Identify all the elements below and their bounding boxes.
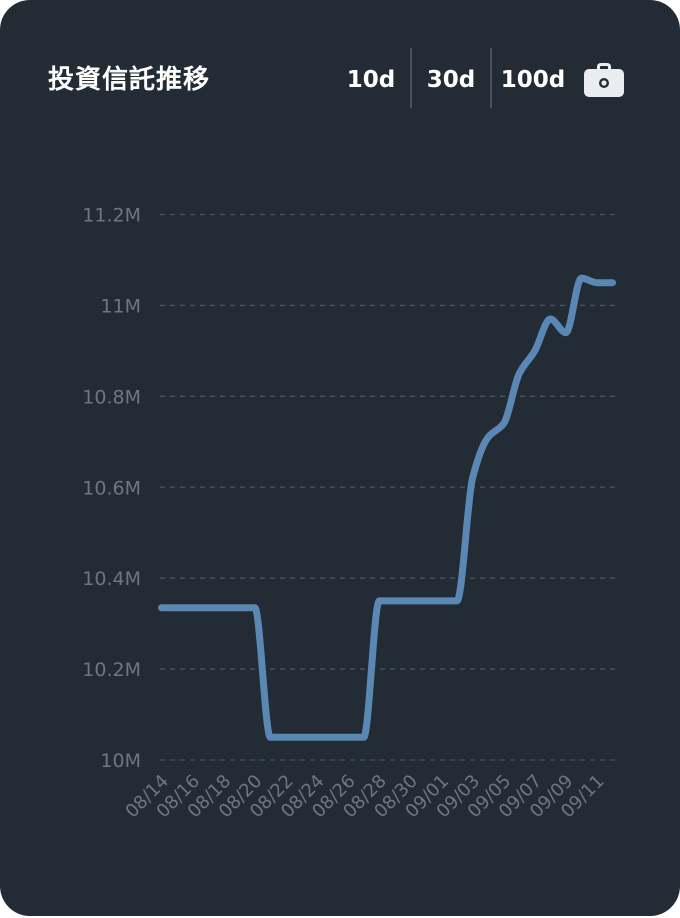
range-button-30d[interactable]: 30d xyxy=(426,67,476,93)
briefcase-icon[interactable] xyxy=(584,59,624,99)
range-divider xyxy=(410,48,412,108)
series-line xyxy=(158,274,617,741)
chart-title: 投資信託推移 xyxy=(48,65,211,95)
y-tick-label: 11M xyxy=(100,295,141,317)
y-tick-label: 10.4M xyxy=(82,568,141,590)
y-tick-label: 11.2M xyxy=(82,205,141,227)
y-tick-label: 10.8M xyxy=(82,386,141,408)
y-tick-label: 10M xyxy=(100,750,141,772)
range-divider xyxy=(490,48,492,108)
y-tick-label: 10.2M xyxy=(82,659,141,681)
y-tick-label: 10.6M xyxy=(82,477,141,499)
range-button-10d[interactable]: 10d xyxy=(346,67,396,93)
range-button-100d[interactable]: 100d xyxy=(500,67,566,93)
